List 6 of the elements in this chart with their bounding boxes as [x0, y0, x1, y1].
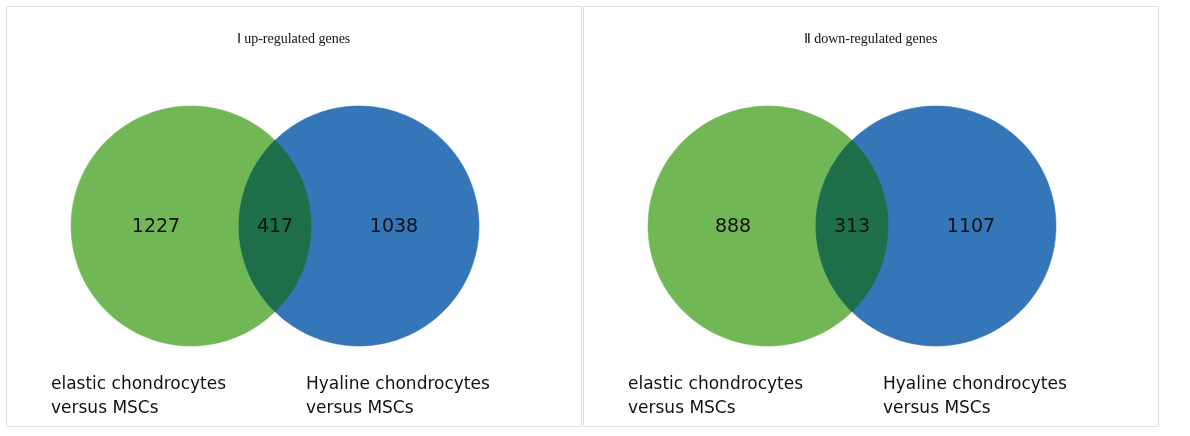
- text: Ⅰ up-regulated genes: [236, 31, 351, 46]
- text: elastic chondrocytes versus MSCs: [51, 373, 227, 417]
- text: Hyaline chondrocytes versus MSCs: [306, 373, 490, 417]
- text: elastic chondrocytes versus MSCs: [628, 373, 804, 417]
- text: Ⅱ down-regulated genes: [803, 31, 938, 46]
- text: Hyaline chondrocytes versus MSCs: [883, 373, 1067, 417]
